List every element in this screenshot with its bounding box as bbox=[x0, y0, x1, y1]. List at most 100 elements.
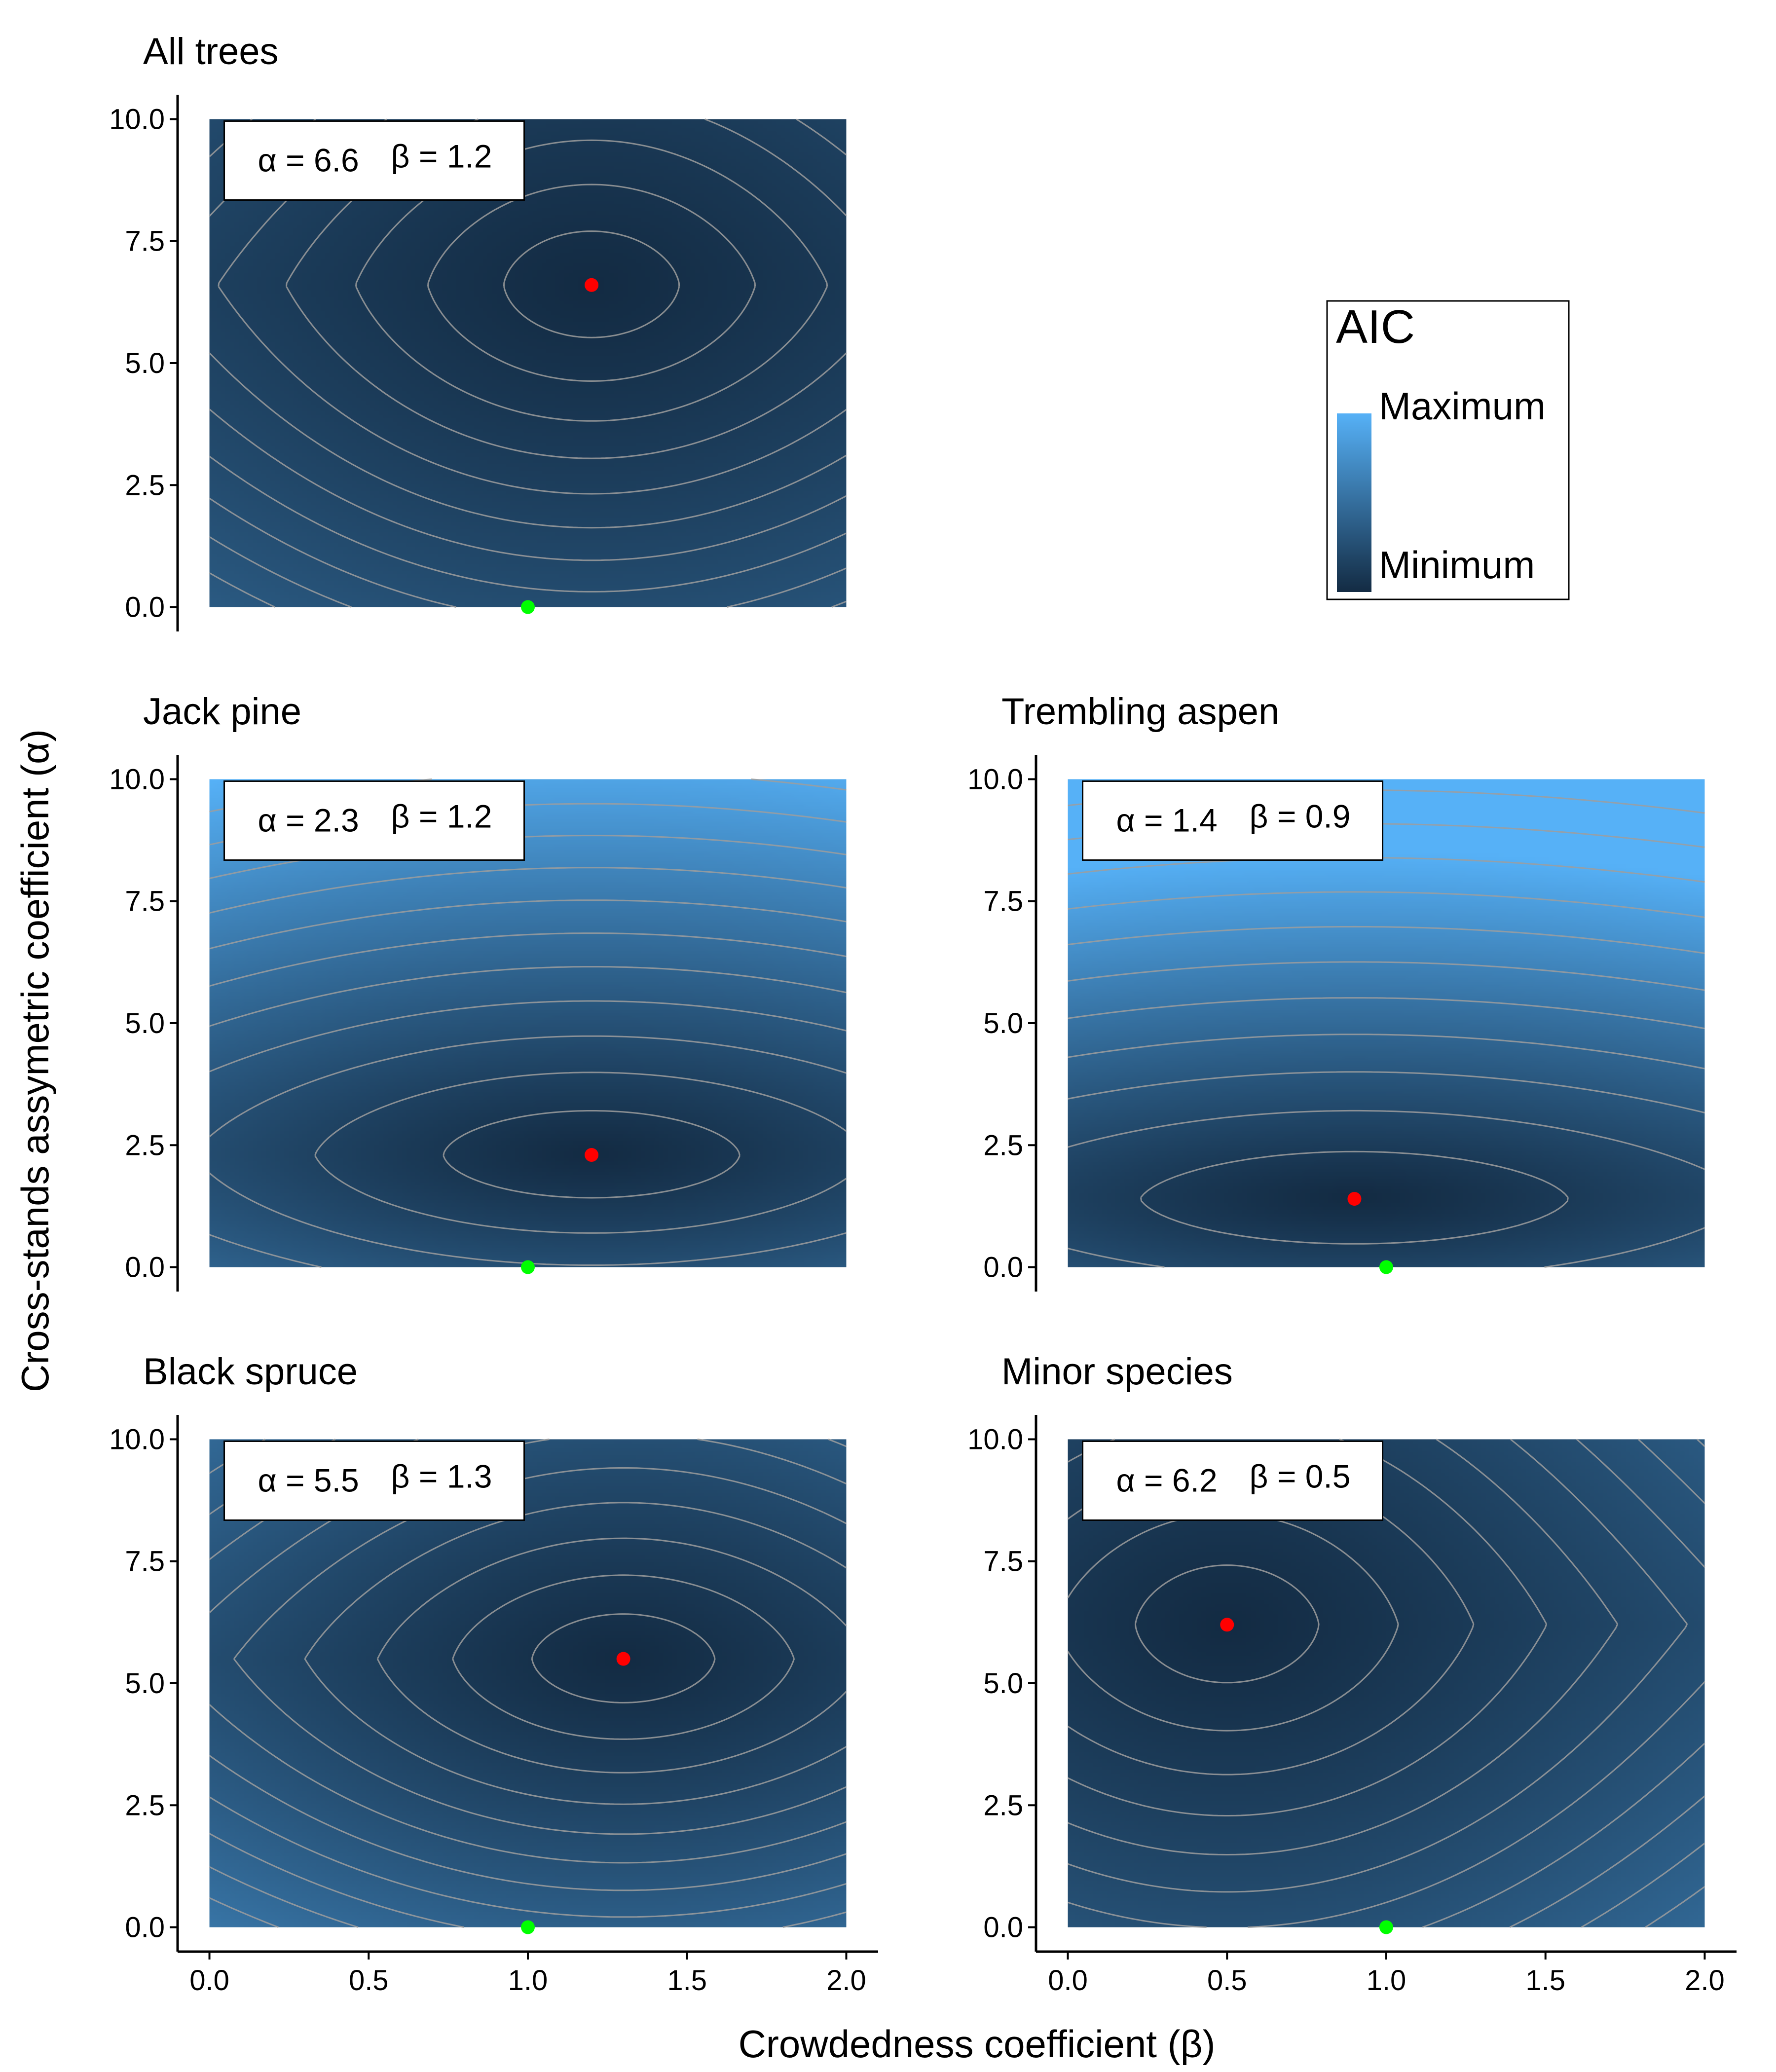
contour-line bbox=[1067, 1439, 1619, 1855]
panel-4: 0.0 2.5 5.0 7.5 10.0 0.0 0.5 1.0 1.5 2.0 Minor spe… bbox=[967, 1351, 1737, 1997]
annotation-box bbox=[223, 1440, 525, 1521]
contour-line bbox=[209, 1897, 279, 1928]
contour-line bbox=[1067, 1439, 1548, 1816]
contour-line bbox=[1581, 1843, 1705, 1928]
reference-point bbox=[521, 600, 535, 614]
contour-line bbox=[209, 966, 847, 1027]
y-tick-label: 5.0 bbox=[125, 347, 165, 379]
contour-line bbox=[304, 1502, 847, 1805]
legend-min-label: Minimum bbox=[1379, 543, 1535, 587]
contour-line bbox=[1068, 925, 1705, 954]
panel-1: 0.0 2.5 5.0 7.5 10.0 Jack pine α = 2.3 β = 1.2 bbox=[109, 691, 847, 1292]
contour-line bbox=[209, 932, 847, 987]
contour-lines bbox=[1068, 789, 1705, 1268]
panel-3: 0.0 2.5 5.0 7.5 10.0 0.0 0.5 1.0 1.5 2.0 Black spr… bbox=[109, 1351, 878, 1997]
contour-line bbox=[1068, 1034, 1705, 1070]
annotation-beta: β = 1.2 bbox=[391, 138, 492, 174]
annotation-box bbox=[1082, 780, 1384, 861]
annotation-box bbox=[1082, 1440, 1384, 1521]
reference-point bbox=[521, 1260, 535, 1274]
contour-line bbox=[209, 899, 847, 950]
contour-line bbox=[209, 1866, 359, 1928]
annotation-beta: β = 0.9 bbox=[1250, 798, 1351, 834]
y-tick-label: 5.0 bbox=[125, 1007, 165, 1039]
contour-line bbox=[1068, 997, 1705, 1030]
x-axis-label: Crowdedness coefficient (β) bbox=[739, 2022, 1216, 2066]
y-tick-label: 10.0 bbox=[967, 1423, 1023, 1455]
x-tick-label: 0.0 bbox=[189, 1964, 229, 1997]
x-tick-label: 1.5 bbox=[1525, 1964, 1565, 1997]
legend-max-label: Maximum bbox=[1379, 384, 1546, 428]
y-tick-label: 0.0 bbox=[125, 592, 165, 624]
x-tick-label: 0.0 bbox=[1048, 1964, 1088, 1997]
contour-line bbox=[427, 184, 756, 382]
contour-lines bbox=[1067, 1439, 1705, 1928]
panel-2: 0.0 2.5 5.0 7.5 10.0 Trembling aspen α = 1.4 β … bbox=[967, 691, 1705, 1292]
contour-line bbox=[209, 497, 847, 608]
y-tick-label: 2.5 bbox=[983, 1789, 1023, 1821]
contour-line bbox=[531, 1613, 716, 1703]
contour-line bbox=[452, 1574, 795, 1740]
annotation-beta: β = 1.3 bbox=[391, 1458, 492, 1494]
contour-lines bbox=[209, 118, 847, 608]
y-tick-label: 5.0 bbox=[983, 1667, 1023, 1700]
panel-title: Trembling aspen bbox=[1001, 691, 1279, 733]
reference-point bbox=[1379, 1920, 1393, 1934]
optimum-point bbox=[1220, 1618, 1234, 1632]
y-tick-label: 2.5 bbox=[125, 1129, 165, 1161]
contour-line bbox=[376, 1537, 847, 1774]
y-tick-label: 7.5 bbox=[983, 886, 1023, 918]
contour-line bbox=[1068, 1439, 1688, 1893]
y-tick-label: 2.5 bbox=[125, 469, 165, 501]
annotation-alpha: α = 6.6 bbox=[258, 142, 359, 178]
panel-title: Black spruce bbox=[143, 1351, 358, 1393]
annotation-alpha: α = 2.3 bbox=[258, 802, 359, 838]
y-tick-label: 2.5 bbox=[983, 1129, 1023, 1161]
x-tick-label: 0.5 bbox=[1207, 1964, 1247, 1997]
annotation-alpha: α = 1.4 bbox=[1116, 802, 1218, 838]
optimum-point bbox=[585, 1148, 599, 1162]
contour-line bbox=[1068, 961, 1705, 991]
optimum-point bbox=[1347, 1192, 1362, 1206]
y-tick-label: 10.0 bbox=[109, 1423, 165, 1455]
y-axis-label: Cross-stands assymetric coefficient (α) bbox=[13, 729, 57, 1392]
contour-line bbox=[1140, 1150, 1569, 1245]
annotation-box bbox=[223, 780, 525, 861]
annotation-alpha: α = 5.5 bbox=[258, 1462, 359, 1498]
y-tick-label: 5.0 bbox=[983, 1007, 1023, 1039]
contour-line bbox=[1068, 1439, 1705, 1928]
contour-line bbox=[209, 572, 276, 608]
contour-line bbox=[1645, 1886, 1705, 1928]
optimum-point bbox=[616, 1652, 630, 1666]
y-tick-label: 0.0 bbox=[125, 1252, 165, 1284]
panel-title: All trees bbox=[143, 31, 279, 73]
contour-line bbox=[209, 867, 847, 914]
contour-line bbox=[1068, 1071, 1705, 1113]
contour-line bbox=[503, 230, 680, 338]
optimum-point bbox=[585, 278, 599, 292]
y-tick-label: 0.0 bbox=[983, 1912, 1023, 1944]
y-tick-label: 10.0 bbox=[109, 763, 165, 795]
contour-line bbox=[209, 1000, 847, 1268]
y-tick-label: 7.5 bbox=[983, 1546, 1023, 1578]
panel-0: 0.0 2.5 5.0 7.5 10.0 All trees α = 6.6 β = 1.2 bbox=[109, 31, 847, 631]
panel-title: Jack pine bbox=[143, 691, 301, 733]
contour-line bbox=[1134, 1564, 1320, 1684]
y-tick-label: 7.5 bbox=[125, 886, 165, 918]
legend-colorbar bbox=[1337, 413, 1371, 592]
x-tick-label: 1.0 bbox=[508, 1964, 548, 1997]
x-tick-label: 0.5 bbox=[349, 1964, 389, 1997]
y-tick-label: 2.5 bbox=[125, 1789, 165, 1821]
y-tick-label: 7.5 bbox=[125, 1546, 165, 1578]
contour-line bbox=[209, 118, 847, 561]
contour-line bbox=[443, 1110, 740, 1199]
contour-line bbox=[209, 1035, 847, 1266]
annotation-box bbox=[223, 120, 525, 201]
contour-line bbox=[1422, 1439, 1705, 1928]
reference-point bbox=[521, 1920, 535, 1934]
annotation-beta: β = 1.2 bbox=[391, 798, 492, 834]
y-tick-label: 0.0 bbox=[125, 1912, 165, 1944]
panel-title: Minor species bbox=[1001, 1351, 1233, 1393]
